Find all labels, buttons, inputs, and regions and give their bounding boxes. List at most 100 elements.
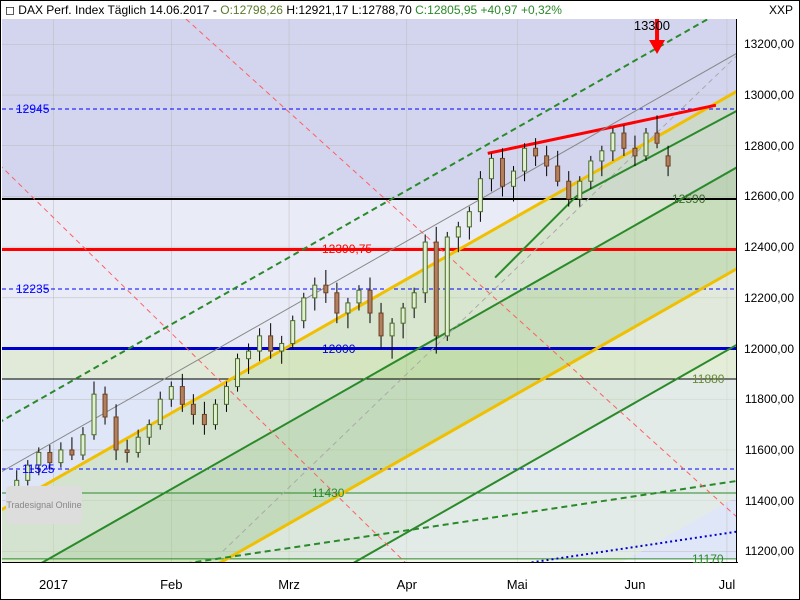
exchange-code: XXP [769, 3, 793, 17]
c-label: C: [415, 3, 427, 17]
o-val: 12798,26 [233, 3, 283, 17]
y-tick-label: 11200,00 [745, 544, 794, 558]
candle-body [346, 303, 350, 313]
candle-body [335, 293, 339, 313]
candle-body [191, 404, 195, 414]
x-tick-label: Mrz [278, 577, 300, 592]
h-line-label: 11430 [312, 486, 344, 500]
h-label: H: [286, 3, 298, 17]
candle-body [169, 387, 173, 400]
candle-body [324, 285, 328, 293]
o-label: O: [220, 3, 233, 17]
l-label: L: [352, 3, 362, 17]
candle-body [379, 313, 383, 336]
h-line-label: 12945 [16, 102, 49, 116]
h-line-label: 12390,75 [322, 242, 372, 256]
h-line-label: 12590 [672, 192, 705, 206]
y-tick-label: 13200,00 [744, 37, 794, 51]
candle-body [70, 450, 74, 455]
candle-body [258, 336, 262, 351]
ymax-label: 13300 [634, 18, 670, 33]
candle-body [357, 290, 361, 303]
y-tick-label: 11600,00 [745, 443, 794, 457]
candle-body [578, 181, 582, 199]
h-line-label: 11525 [22, 462, 54, 476]
candle-body [666, 156, 670, 166]
candle-body [269, 336, 273, 351]
tradesignal-logo: Tradesignal Online [6, 486, 82, 524]
candle-body [633, 148, 637, 156]
candle-body [125, 450, 129, 453]
chg-val: +40,97 [481, 3, 518, 17]
y-tick-label: 12800,00 [744, 139, 794, 153]
candle-body [280, 343, 284, 351]
chart-header: ◻ DAX Perf. Index Täglich 14.06.2017 - O… [5, 3, 562, 17]
candle-body [158, 399, 162, 424]
candle-body [114, 417, 118, 450]
candle-body [611, 133, 615, 151]
candle-body [512, 171, 516, 186]
candle-body [534, 148, 538, 156]
candle-body [489, 158, 493, 178]
candle-body [103, 394, 107, 417]
candle-body [456, 227, 460, 237]
sep: - [213, 3, 217, 17]
y-tick-label: 11800,00 [745, 392, 794, 406]
plot-area[interactable]: 13300 Tradesignal Online 12945 12590 12390… [2, 19, 738, 564]
candle-body [478, 179, 482, 212]
candle-body [59, 450, 63, 463]
y-tick-label: 12600,00 [744, 189, 794, 203]
candle-body [81, 435, 85, 455]
candle-body [147, 425, 151, 438]
x-axis: 2017 Feb Mrz Apr Mai Jun Jul [2, 562, 738, 598]
candle-body [423, 242, 427, 293]
candle-body [500, 158, 504, 186]
candle-body [368, 290, 372, 313]
candle-body [567, 181, 571, 199]
y-tick-label: 12200,00 [744, 291, 794, 305]
candle-body [600, 151, 604, 161]
y-tick-label: 11400,00 [745, 494, 794, 508]
candle-body [589, 161, 593, 181]
candle-body [401, 308, 405, 323]
h-line-label: 11880 [692, 372, 724, 386]
h-line-label: 11170 [692, 552, 724, 566]
candle-body [644, 133, 648, 156]
x-tick-label: Mai [507, 577, 528, 592]
symbol-text: ◻ DAX Perf. Index Täglich [5, 3, 146, 17]
candle-body [445, 237, 449, 336]
candle-body [236, 359, 240, 387]
candle-body [202, 414, 206, 424]
candle-body [213, 404, 217, 424]
x-tick-label: Apr [397, 577, 417, 592]
candle-body [302, 298, 306, 321]
x-tick-label: 2017 [39, 577, 68, 592]
y-tick-label: 12400,00 [744, 240, 794, 254]
h-line-label: 12235 [16, 282, 49, 296]
plot-svg [2, 19, 738, 564]
c-val: 12805,95 [427, 3, 477, 17]
y-axis: 13200,00 13000,00 12800,00 12600,00 12400,00… [736, 19, 798, 564]
x-tick-label: Jun [624, 577, 645, 592]
candle-body [136, 437, 140, 452]
candle-body [434, 242, 438, 336]
candle-body [247, 351, 251, 359]
candle-body [556, 166, 560, 181]
candle-body [390, 323, 394, 336]
candle-body [291, 321, 295, 344]
candle-body [467, 212, 471, 227]
y-tick-label: 13000,00 [744, 88, 794, 102]
x-tick-label: Jul [719, 577, 736, 592]
chart-container: ◻ DAX Perf. Index Täglich 14.06.2017 - O… [0, 0, 800, 600]
candle-body [523, 148, 527, 171]
candle-body [545, 156, 549, 166]
h-val: 12921,17 [298, 3, 348, 17]
x-tick-label: Feb [160, 577, 182, 592]
candle-body [622, 133, 626, 148]
candle-body [180, 387, 184, 405]
h-line-label: 12000 [322, 342, 355, 356]
pct-val: +0,32% [521, 3, 562, 17]
l-val: 12788,70 [362, 3, 412, 17]
candle-body [412, 293, 416, 308]
date-text: 14.06.2017 [149, 3, 209, 17]
